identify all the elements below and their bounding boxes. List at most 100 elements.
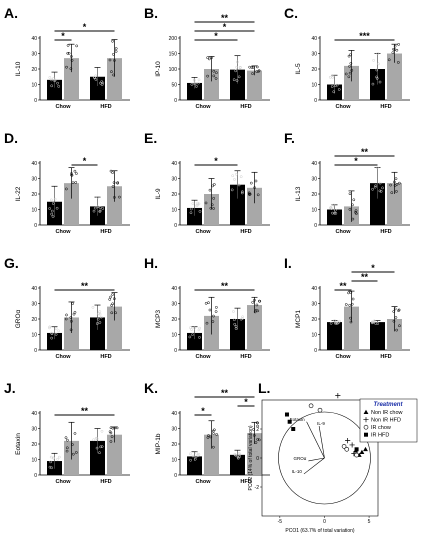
y-tick-label: 40 [171, 411, 177, 417]
data-point [251, 66, 255, 69]
significance-label: * [354, 156, 358, 166]
data-point [94, 436, 98, 440]
data-point [72, 312, 76, 316]
bar-2 [64, 58, 79, 100]
data-point [328, 75, 332, 79]
panel-label: C. [284, 5, 298, 21]
data-point [69, 316, 73, 319]
data-point [232, 318, 236, 322]
bar-4 [247, 305, 262, 350]
data-point [349, 320, 353, 324]
marker-plus [349, 442, 355, 448]
data-point [348, 71, 352, 75]
group-label-chow: Chow [56, 479, 72, 485]
data-point [344, 72, 348, 76]
data-point [392, 310, 396, 313]
data-point [212, 207, 215, 210]
data-point [57, 329, 61, 333]
group-label-chow: Chow [56, 104, 72, 110]
data-point [112, 181, 116, 184]
data-point [114, 311, 117, 315]
data-point [93, 206, 97, 210]
data-point [70, 319, 73, 323]
data-point [96, 195, 100, 199]
group-label-chow: Chow [56, 354, 72, 360]
data-point [70, 55, 73, 58]
data-point [109, 426, 113, 430]
data-point [65, 65, 68, 69]
significance-label: ** [221, 281, 229, 291]
data-point [196, 201, 200, 205]
data-point [93, 75, 96, 79]
significance-label: * [223, 22, 227, 32]
data-point [65, 187, 68, 191]
data-point [209, 206, 213, 210]
significance-label: * [83, 22, 87, 32]
y-tick-label: 50 [171, 82, 177, 88]
data-point [206, 436, 210, 439]
y-tick-label: 0 [34, 223, 37, 229]
data-point [92, 209, 96, 213]
bar-4 [387, 183, 402, 225]
data-point [100, 83, 104, 86]
data-point [239, 317, 243, 321]
data-point [189, 211, 193, 215]
data-point [350, 302, 354, 306]
loading-vector [308, 457, 325, 462]
data-point [71, 181, 75, 185]
data-point [395, 190, 398, 193]
y-tick-label: 0 [34, 348, 37, 354]
y-axis-label: PCO2 (14% of total variation) [248, 425, 254, 490]
data-point [54, 332, 58, 336]
panel-j: J. Eotaxin 0 10 20 30 40 Chow HFD ** [4, 380, 130, 485]
data-point [99, 315, 103, 319]
data-point [206, 56, 209, 60]
group-label-hfd: HFD [100, 104, 111, 110]
marker-circle [317, 407, 323, 413]
y-tick-label: 20 [311, 67, 317, 73]
data-point [112, 52, 115, 56]
group-label-chow: Chow [196, 104, 212, 110]
data-point [99, 445, 102, 449]
bar-2 [204, 69, 219, 100]
data-point [256, 309, 260, 313]
data-point [57, 455, 61, 459]
data-point [349, 316, 352, 320]
vector-label: IL-9 [317, 421, 325, 426]
bar-3 [230, 69, 245, 100]
data-point [91, 305, 95, 309]
y-tick-label: 0 [174, 98, 177, 104]
group-label-chow: Chow [196, 479, 212, 485]
marker-triangle [363, 409, 369, 414]
data-point [334, 322, 338, 325]
panel-label: A. [4, 5, 18, 21]
bar-3 [370, 322, 385, 350]
data-point [212, 74, 216, 78]
y-tick-label: 20 [171, 192, 177, 198]
data-point [235, 172, 238, 176]
data-point [101, 207, 105, 210]
data-point [56, 457, 59, 461]
panel-a: A. IL-10 0 10 20 30 40 Chow HFD * * [4, 5, 130, 110]
data-point [67, 52, 71, 55]
data-point [74, 451, 78, 454]
y-tick-label: 0 [174, 223, 177, 229]
significance-label: ** [361, 272, 369, 282]
significance-label: *** [359, 31, 370, 41]
data-point [204, 301, 208, 305]
y-tick-label: 20 [31, 442, 37, 448]
data-point [208, 188, 212, 192]
data-point [71, 452, 75, 456]
y-tick-label: 0 [34, 473, 37, 479]
y-tick-label: 20 [311, 192, 317, 198]
y-tick-label: 150 [169, 51, 178, 57]
data-point [208, 308, 212, 312]
y-tick-label: 40 [31, 161, 37, 167]
data-point [53, 79, 56, 83]
data-point [100, 80, 104, 83]
data-point [111, 185, 115, 188]
data-point [256, 438, 260, 441]
bar-2 [344, 306, 359, 350]
data-point [254, 308, 258, 312]
